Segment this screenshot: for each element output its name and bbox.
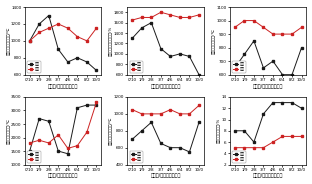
Y-axis label: 燃烧室出口平均温度/℃: 燃烧室出口平均温度/℃ xyxy=(6,27,10,55)
Y-axis label: 平均氮氧化物含量/%: 平均氮氧化物含量/% xyxy=(216,118,220,143)
Y-axis label: 燃烧室出口温度标准差/%: 燃烧室出口温度标准差/% xyxy=(108,26,112,56)
Legend: 水冷, 风冷: 水冷, 风冷 xyxy=(129,151,143,162)
Legend: 水冷, 风冷: 水冷, 风冷 xyxy=(232,61,246,72)
Y-axis label: 燃烧尾气平均温度/℃: 燃烧尾气平均温度/℃ xyxy=(211,28,215,54)
X-axis label: 兰炭粉/生物质掺混比例: 兰炭粉/生物质掺混比例 xyxy=(48,84,78,89)
Y-axis label: 燃烧室出口平均温度/℃: 燃烧室出口平均温度/℃ xyxy=(108,116,112,145)
X-axis label: 兰炭粉/生物质掺混比例: 兰炭粉/生物质掺混比例 xyxy=(48,174,78,178)
Legend: 水冷, 风冷: 水冷, 风冷 xyxy=(232,151,246,162)
Legend: 水冷, 风冷: 水冷, 风冷 xyxy=(27,61,41,72)
X-axis label: 兰炭粉/生物质掺混比例: 兰炭粉/生物质掺混比例 xyxy=(150,174,181,178)
Y-axis label: 燃烧化渣达高温区/℃: 燃烧化渣达高温区/℃ xyxy=(6,118,10,144)
Legend: 水冷, 风冷: 水冷, 风冷 xyxy=(27,151,41,162)
X-axis label: 兰炭粉/生物质掺混比例: 兰炭粉/生物质掺混比例 xyxy=(253,174,283,178)
X-axis label: 兰炭粉/生物质掺混比例: 兰炭粉/生物质掺混比例 xyxy=(150,84,181,89)
X-axis label: 兰炭粉/生物质掺混比例: 兰炭粉/生物质掺混比例 xyxy=(253,84,283,89)
Legend: 水冷, 风冷: 水冷, 风冷 xyxy=(129,61,143,72)
